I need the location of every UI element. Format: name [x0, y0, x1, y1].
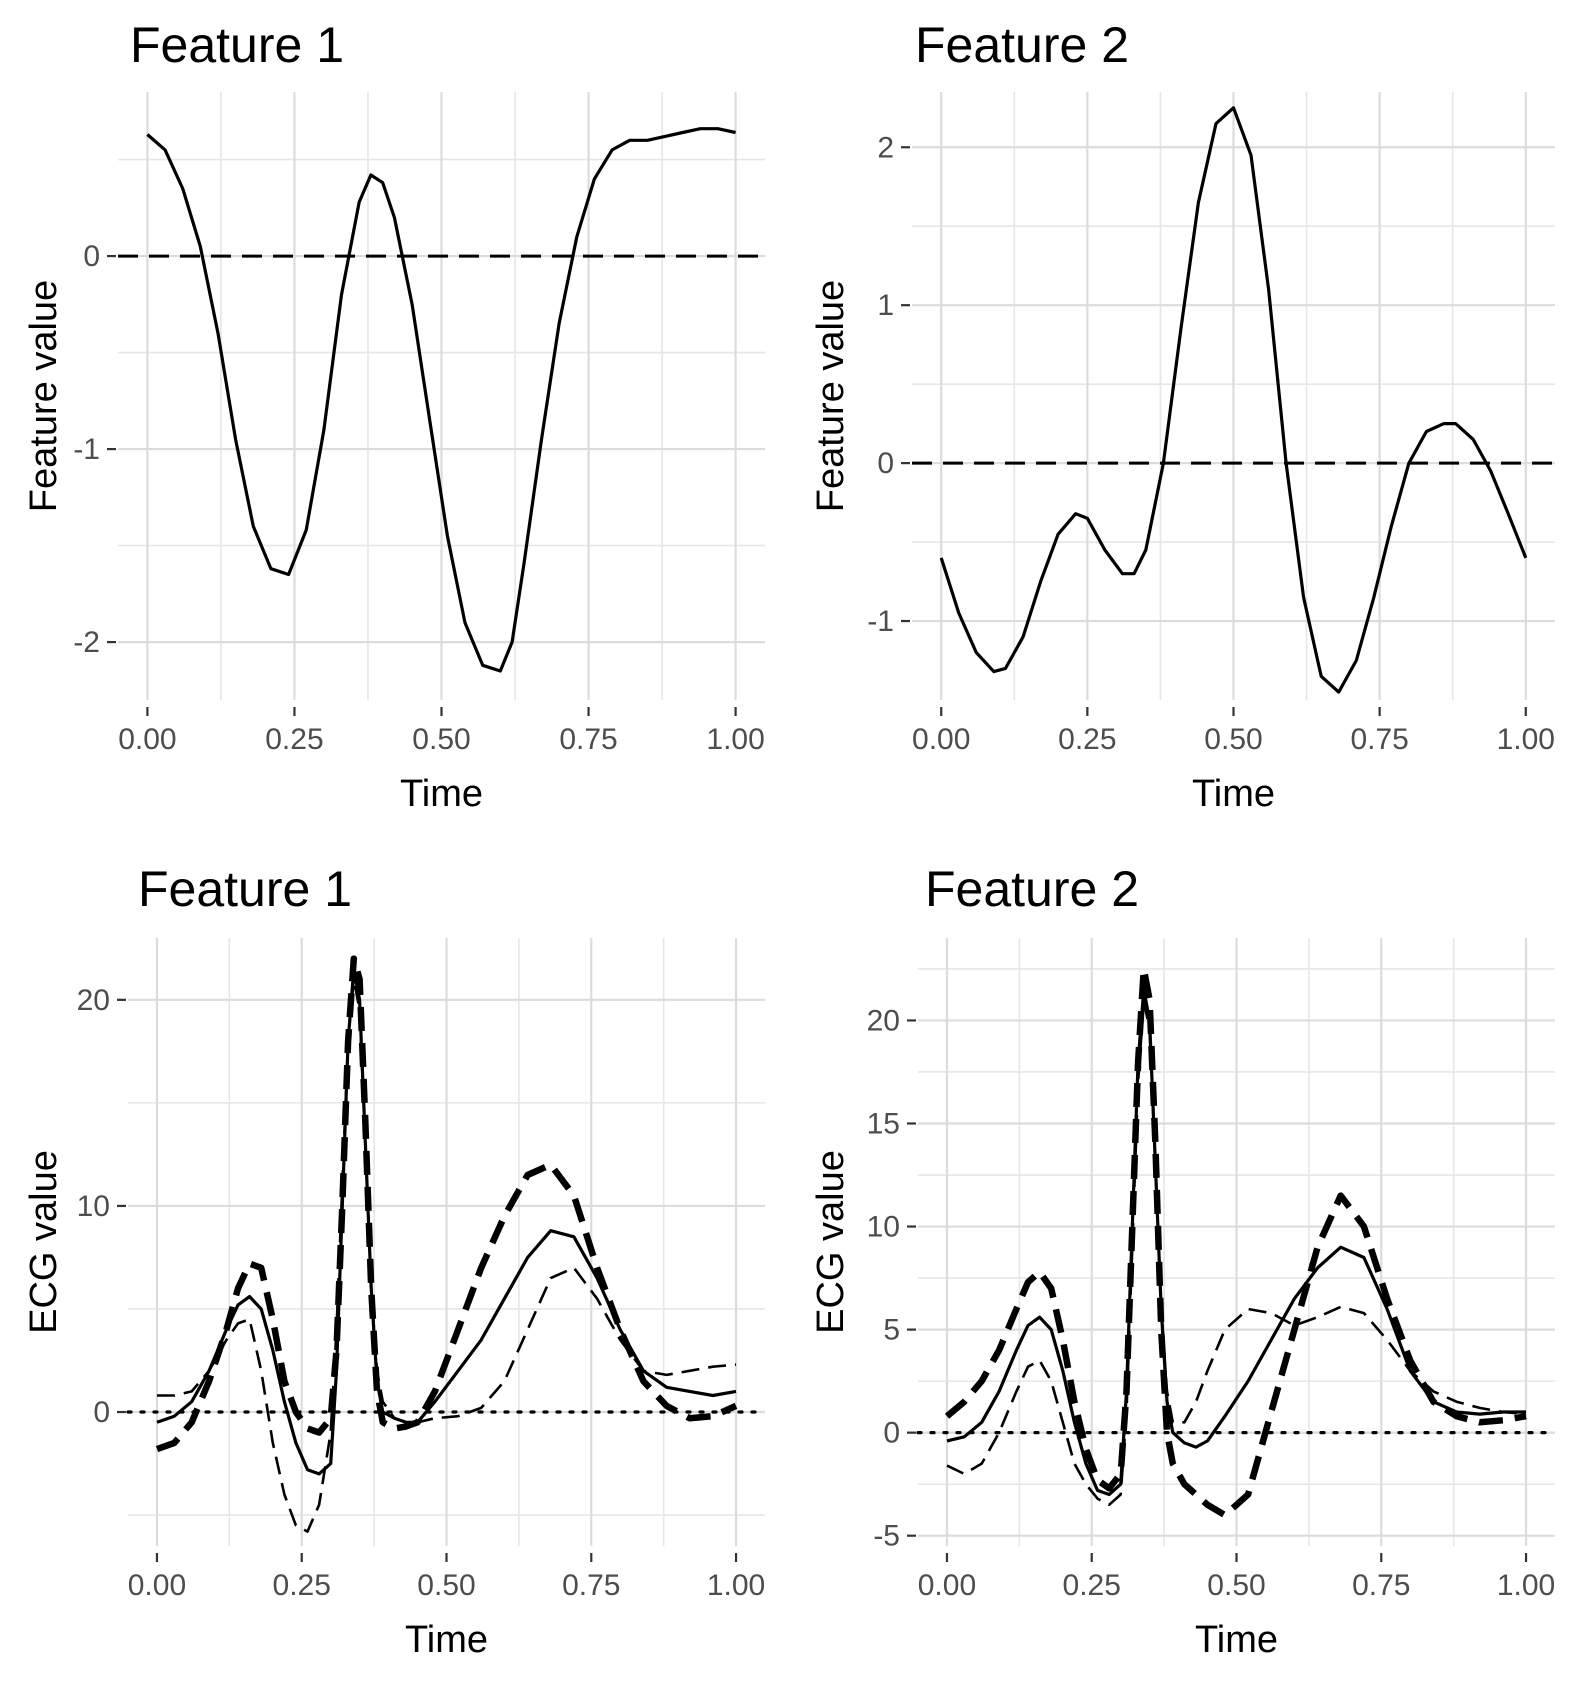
- x-tick-label: 0.50: [412, 723, 470, 756]
- y-axis-title: ECG value: [23, 1150, 65, 1334]
- y-axis-title: ECG value: [810, 1150, 852, 1334]
- x-axis-title: Time: [1195, 1619, 1278, 1661]
- y-tick-label: 0: [93, 1396, 110, 1429]
- y-axis-title: Feature value: [810, 280, 852, 512]
- x-tick-label: 0.25: [1063, 1569, 1121, 1602]
- x-tick-label: 0.75: [1350, 723, 1408, 756]
- panel-feature-1-bottom: 0.00 0.25 0.50 0.75 1.00 0 10 20 Feature 1 Time EC…: [23, 861, 767, 1661]
- y-axis-title: Feature value: [23, 280, 65, 512]
- x-tick-label: 0.25: [273, 1569, 331, 1602]
- y-tick-label: -5: [873, 1520, 900, 1553]
- y-tick-label: 15: [867, 1107, 900, 1140]
- x-tick-label: 1.00: [1497, 1569, 1555, 1602]
- x-tick-label: 1.00: [706, 723, 764, 756]
- y-tick-label: 0: [83, 240, 100, 273]
- series-line-solid: [939, 106, 1528, 694]
- panel-feature-2-bottom: 0.00 0.25 0.50 0.75 1.00 -5 0 5 10 15 20 Feature 2 T…: [810, 861, 1557, 1661]
- x-axis-title: Time: [400, 773, 483, 815]
- y-tick-label: 0: [877, 447, 894, 480]
- y-tick-label: -1: [73, 433, 100, 466]
- x-axis-title: Time: [1192, 773, 1275, 815]
- x-tick-label: 0.50: [1204, 723, 1262, 756]
- y-tick-label: 2: [877, 131, 894, 164]
- panel-feature-2-top: 0.00 0.25 0.50 0.75 1.00 -1 0 1 2 Feature 2 Time Fe…: [810, 17, 1555, 815]
- y-tick-label: 20: [77, 984, 110, 1017]
- y-tick-label: 5: [883, 1314, 900, 1347]
- x-tick-label: 0.75: [1352, 1569, 1410, 1602]
- y-tick-label: -1: [867, 605, 894, 638]
- y-tick-label: 1: [877, 289, 894, 322]
- panel-title: Feature 2: [925, 861, 1139, 917]
- x-tick-label: 1.00: [1497, 723, 1555, 756]
- x-axis-title: Time: [405, 1619, 488, 1661]
- x-tick-label: 0.75: [562, 1569, 620, 1602]
- series-line-solid: [146, 127, 736, 673]
- series-line-dashed-thick: [155, 955, 738, 1453]
- x-tick-label: 0.25: [265, 723, 323, 756]
- x-tick-label: 0.00: [912, 723, 970, 756]
- series-line-dashed: [157, 977, 737, 1533]
- x-tick-label: 0.25: [1058, 723, 1116, 756]
- x-tick-label: 0.75: [559, 723, 617, 756]
- panel-title: Feature 1: [138, 861, 352, 917]
- series-line-dashed: [946, 998, 1527, 1507]
- y-tick-label: 10: [77, 1190, 110, 1223]
- panel-feature-1-top: 0.00 0.25 0.50 0.75 1.00 -2 -1 0 Feature 1 Time Fe…: [23, 17, 765, 815]
- y-tick-label: 0: [883, 1417, 900, 1450]
- x-tick-label: 0.00: [918, 1569, 976, 1602]
- x-tick-label: 0.00: [128, 1569, 186, 1602]
- panel-title: Feature 1: [130, 17, 344, 73]
- x-tick-label: 0.00: [118, 723, 176, 756]
- y-tick-label: -2: [73, 626, 100, 659]
- x-tick-label: 1.00: [707, 1569, 765, 1602]
- y-tick-label: 20: [867, 1004, 900, 1037]
- y-tick-label: 10: [867, 1211, 900, 1244]
- x-tick-label: 0.50: [1207, 1569, 1265, 1602]
- series-line-dashed-thick: [944, 965, 1527, 1519]
- x-tick-label: 0.50: [417, 1569, 475, 1602]
- panel-title: Feature 2: [915, 17, 1129, 73]
